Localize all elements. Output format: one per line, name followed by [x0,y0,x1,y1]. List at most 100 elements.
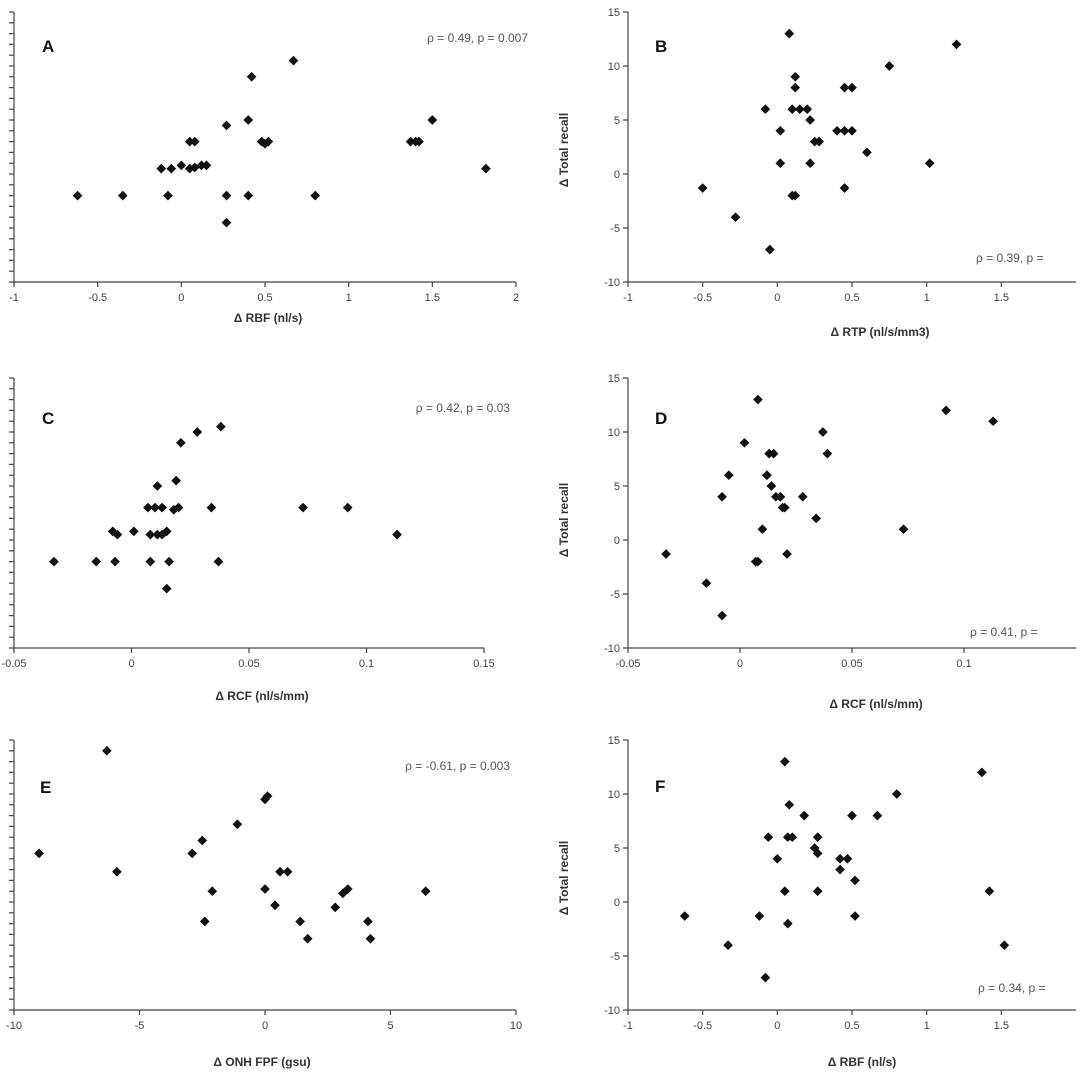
data-point [365,933,376,944]
data-point [187,848,198,859]
y-tick-label: -10 [604,643,620,655]
data-point [163,190,173,201]
y-tick-label: -5 [610,223,620,235]
x-tick-label: -0.5 [693,292,712,304]
data-point [112,529,123,540]
x-tick-label: 0.5 [844,292,859,304]
data-point [768,448,779,459]
x-tick-label: 5 [387,1020,393,1032]
x-axis-label: Δ RTP (nl/s/mm3) [830,325,929,339]
x-tick-label: -0.05 [1,658,26,670]
data-point [766,481,777,491]
data-point [762,470,772,481]
x-tick-label: 1.5 [425,292,440,304]
data-point [243,115,254,125]
data-point [221,190,232,201]
data-point [999,940,1010,951]
data-point [275,866,285,877]
x-tick-label: -1 [623,292,633,304]
data-point [988,416,998,427]
data-point [91,556,102,567]
scatter-panel-a: -1 -0.5 0 0.5 1 1.5 2 Δ RBF (nl/s) A ρ = 0.49, p … [9,11,528,325]
data-point [337,888,348,899]
data-point [760,104,771,115]
data-point [164,556,174,567]
y-tick-label: 10 [608,61,620,73]
data-point [839,82,850,93]
data-point [207,886,218,897]
x-tick-label: -5 [135,1020,145,1032]
data-point [145,529,156,540]
data-point [790,82,801,93]
data-point [782,549,792,559]
y-tick-label: -10 [604,1005,620,1017]
data-point [697,183,708,193]
data-point [812,848,823,859]
data-point [763,832,774,843]
data-point [839,183,850,193]
data-point [679,911,690,921]
data-point [723,940,733,951]
data-point [49,556,59,567]
data-point [811,513,822,524]
data-point [891,789,902,799]
data-point [775,125,786,136]
y-axis-label: Δ Total recall [557,113,571,187]
data-point [775,158,786,169]
correlation-annotation: ρ = -0.61, p = 0.003 [405,759,510,773]
data-point [189,136,200,147]
data-point [414,136,424,147]
x-tick-label: -1 [9,292,19,304]
data-point [760,972,771,983]
data-point [661,549,671,559]
data-point [842,853,853,864]
data-point [862,147,872,158]
y-tick-label: 15 [608,7,620,19]
x-tick-label: 0 [774,1020,780,1032]
data-point [481,163,491,174]
data-point [270,900,280,911]
data-point [779,502,790,513]
data-point [753,556,763,567]
data-point [176,160,187,171]
data-point [110,556,120,567]
x-tick-label: 0.5 [257,292,272,304]
data-point [156,163,167,174]
x-tick-label: -0.5 [693,1020,712,1032]
x-tick-label: -10 [6,1020,22,1032]
x-tick-label: 0 [774,292,780,304]
x-axis-label: Δ RCF (nl/s/mm) [215,689,308,703]
data-point [753,394,763,405]
data-point [898,524,909,535]
data-point [951,39,962,50]
scatter-panel-f: -10 -5 0 5 10 15 -1 -0.5 0 0.5 1 1.5 Δ RBF (nl/s) Δ T… [557,735,1076,1069]
data-point [717,491,727,502]
data-point [263,136,274,147]
correlation-annotation: ρ = 0.42, p = 0.03 [416,401,511,415]
x-tick-label: -1 [623,1020,633,1032]
x-axis-label: Δ ONH FPF (gsu) [213,1055,310,1069]
scatter-panel-d: -10 -5 0 5 10 15 -0.05 0 0.05 0.1 Δ RCF (nl/s/mm) Δ… [557,373,1076,711]
x-tick-label: 0 [262,1020,268,1032]
data-point [814,136,824,147]
x-tick-label: 0 [737,658,743,670]
data-point [797,491,808,502]
data-point [784,28,795,39]
panel-letter: F [655,777,665,796]
panel-letter: E [40,778,51,797]
data-point [330,902,341,913]
data-point [72,190,83,201]
data-point [197,835,208,846]
data-point [850,875,860,886]
y-tick-label: 15 [608,735,620,747]
data-point [161,583,172,594]
data-point [924,158,935,169]
data-point [166,163,177,174]
data-point [847,810,857,821]
data-point [189,162,200,173]
data-point [392,529,402,540]
data-point [984,886,995,897]
data-point [112,866,122,877]
y-tick-label: 5 [614,115,620,127]
